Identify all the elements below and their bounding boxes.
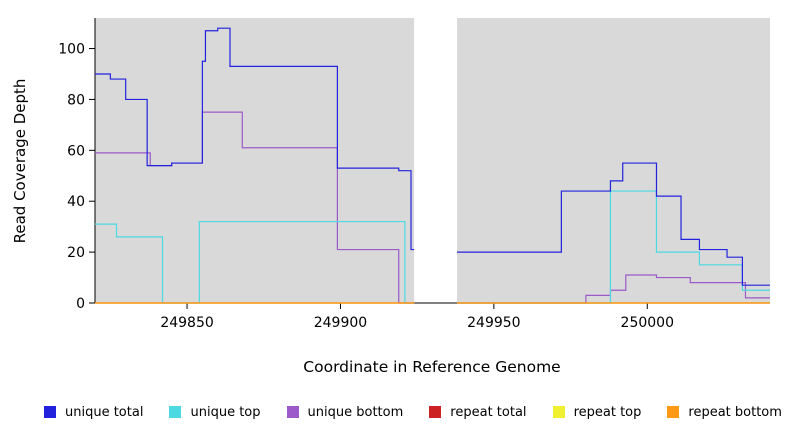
y-axis-label: Read Coverage Depth <box>11 79 29 244</box>
y-tick-label: 40 <box>67 194 85 210</box>
x-tick-label: 249850 <box>160 315 213 331</box>
legend-item-repeat-total: repeat total <box>429 404 527 420</box>
y-tick-label: 100 <box>58 42 85 58</box>
y-tick-label: 0 <box>76 296 85 312</box>
legend-swatch-repeat-total <box>429 406 442 418</box>
legend-label: repeat total <box>450 404 527 420</box>
legend-swatch-repeat-top <box>552 406 565 418</box>
legend-label: repeat top <box>573 404 642 420</box>
series-line-unique-total <box>95 27 415 251</box>
chart-legend: unique total unique top unique bottom repea… <box>44 400 782 424</box>
plot-area: 0 20 40 60 80 100 249850 249900 249950 250000 <box>58 17 770 331</box>
legend-swatch-unique-bottom <box>286 406 299 418</box>
legend-swatch-unique-total <box>44 406 56 418</box>
x-tick-label: 250000 <box>621 315 674 331</box>
legend-item-unique-total: unique total <box>44 405 143 420</box>
legend-label: unique bottom <box>307 404 404 420</box>
legend-item-unique-top: unique top <box>169 404 261 420</box>
y-tick-label: 60 <box>67 143 85 159</box>
legend-label: unique top <box>190 404 261 420</box>
legend-label: unique total <box>65 404 144 420</box>
y-tick-label: 80 <box>67 92 85 108</box>
legend-item-unique-bottom: unique bottom <box>286 404 404 420</box>
legend-swatch-repeat-bottom <box>667 406 680 418</box>
series-line-unique-bottom <box>457 274 770 304</box>
legend-label: repeat bottom <box>688 404 782 420</box>
y-tick-label: 20 <box>67 245 85 261</box>
legend-swatch-unique-top <box>169 406 182 418</box>
no-data-gap-band <box>414 17 458 303</box>
x-axis-label: Coordinate in Reference Genome <box>303 358 560 376</box>
series-line-unique-total <box>457 162 770 286</box>
legend-item-repeat-top: repeat top <box>552 404 642 420</box>
x-tick-label: 249900 <box>314 315 367 331</box>
legend-item-repeat-bottom: repeat bottom <box>667 405 782 420</box>
x-tick-label: 249950 <box>467 315 520 331</box>
